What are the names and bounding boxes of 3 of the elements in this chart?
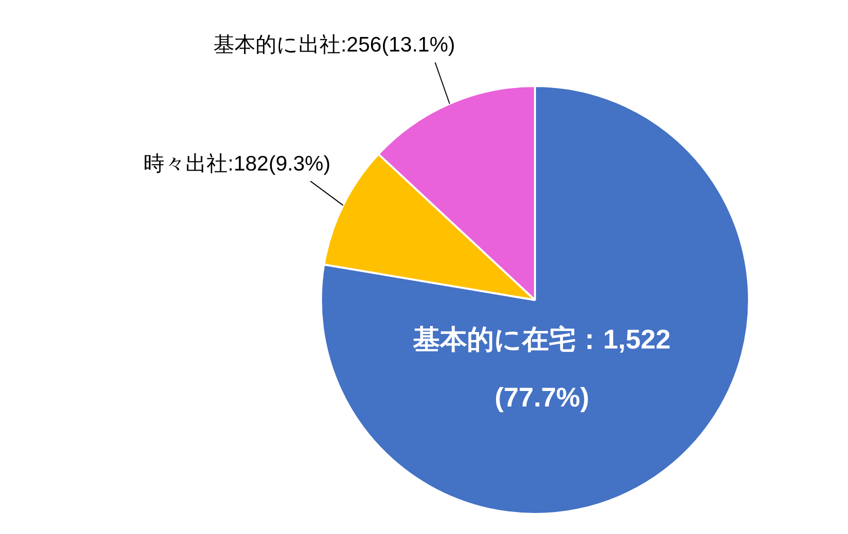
- slice-label: 時々出社:182(9.3%): [144, 152, 330, 176]
- slice-label: 基本的に在宅：1,522 (77.7%): [412, 324, 671, 413]
- slice-label: 基本的に出社:256(13.1%): [214, 34, 456, 57]
